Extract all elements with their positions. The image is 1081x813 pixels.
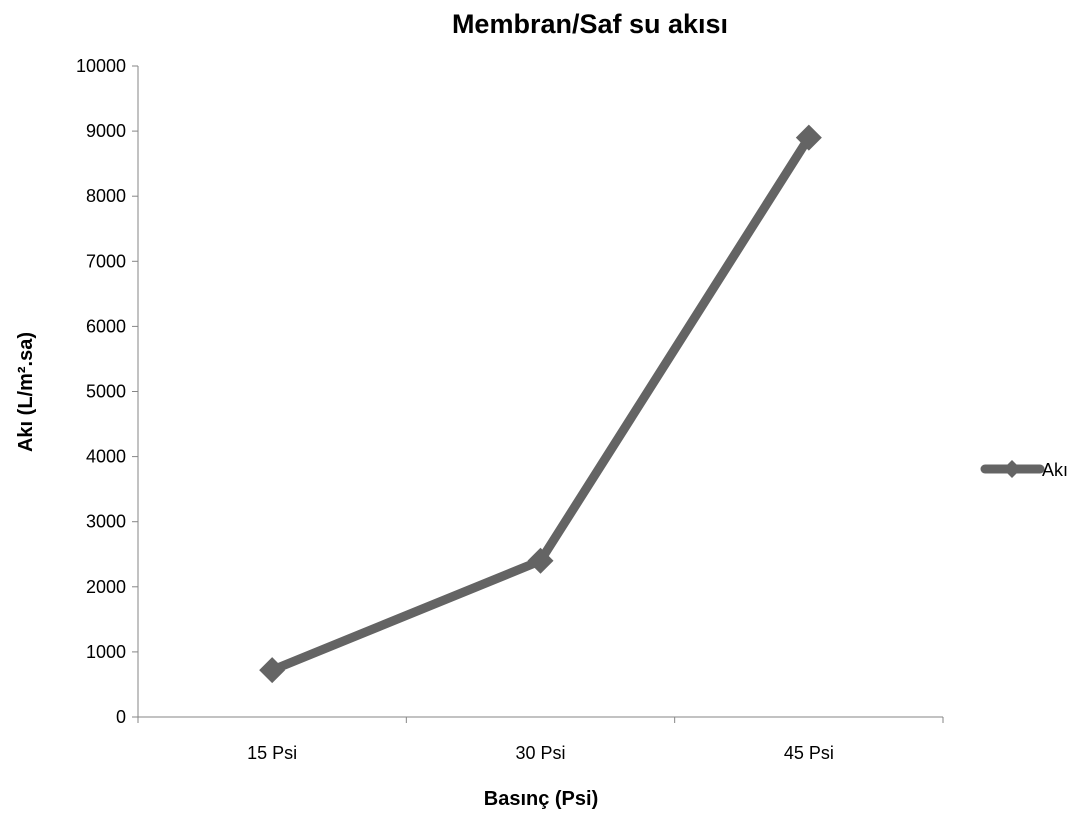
y-tick-label: 7000 xyxy=(86,251,126,271)
y-axis: 0 1000 2000 3000 4000 5000 6000 7000 8000 9000 100… xyxy=(76,56,139,727)
x-axis: 15 Psi 30 Psi 45 Psi xyxy=(137,716,944,763)
series-line xyxy=(267,133,814,675)
x-axis-title: Basınç (Psi) xyxy=(484,788,598,810)
y-axis-title: Akı (L/m².sa) xyxy=(15,332,37,452)
y-tick-label: 1000 xyxy=(86,642,126,662)
data-point-marker xyxy=(795,124,822,151)
y-tick-label: 5000 xyxy=(86,382,126,402)
data-point-marker xyxy=(527,547,554,574)
series-group xyxy=(259,124,822,684)
legend-label: Akı xyxy=(1042,460,1068,480)
x-tick-label: 30 Psi xyxy=(515,743,565,763)
y-tick-label: 8000 xyxy=(86,186,126,206)
y-tick-label: 10000 xyxy=(76,56,126,76)
y-tick-label: 6000 xyxy=(86,316,126,336)
y-tick-label: 9000 xyxy=(86,121,126,141)
data-point-marker xyxy=(259,657,286,684)
x-tick-label: 45 Psi xyxy=(784,743,834,763)
legend-marker xyxy=(1003,460,1021,478)
y-tick-label: 0 xyxy=(116,707,126,727)
y-tick-label: 2000 xyxy=(86,577,126,597)
chart-title: Membran/Saf su akısı xyxy=(452,9,728,39)
legend: Akı xyxy=(980,460,1068,480)
y-tick-label: 4000 xyxy=(86,447,126,467)
y-tick-label: 3000 xyxy=(86,512,126,532)
x-tick-label: 15 Psi xyxy=(247,743,297,763)
